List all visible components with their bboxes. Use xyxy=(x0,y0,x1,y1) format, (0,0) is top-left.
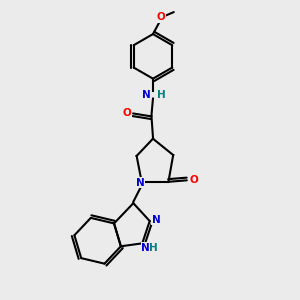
Text: O: O xyxy=(123,108,131,118)
Text: N: N xyxy=(142,90,151,100)
Text: O: O xyxy=(157,12,166,22)
Text: N: N xyxy=(152,214,161,224)
Text: H: H xyxy=(149,243,158,253)
Text: N: N xyxy=(142,243,150,253)
Text: H: H xyxy=(157,90,166,100)
Text: O: O xyxy=(189,175,198,185)
Text: N: N xyxy=(136,178,145,188)
